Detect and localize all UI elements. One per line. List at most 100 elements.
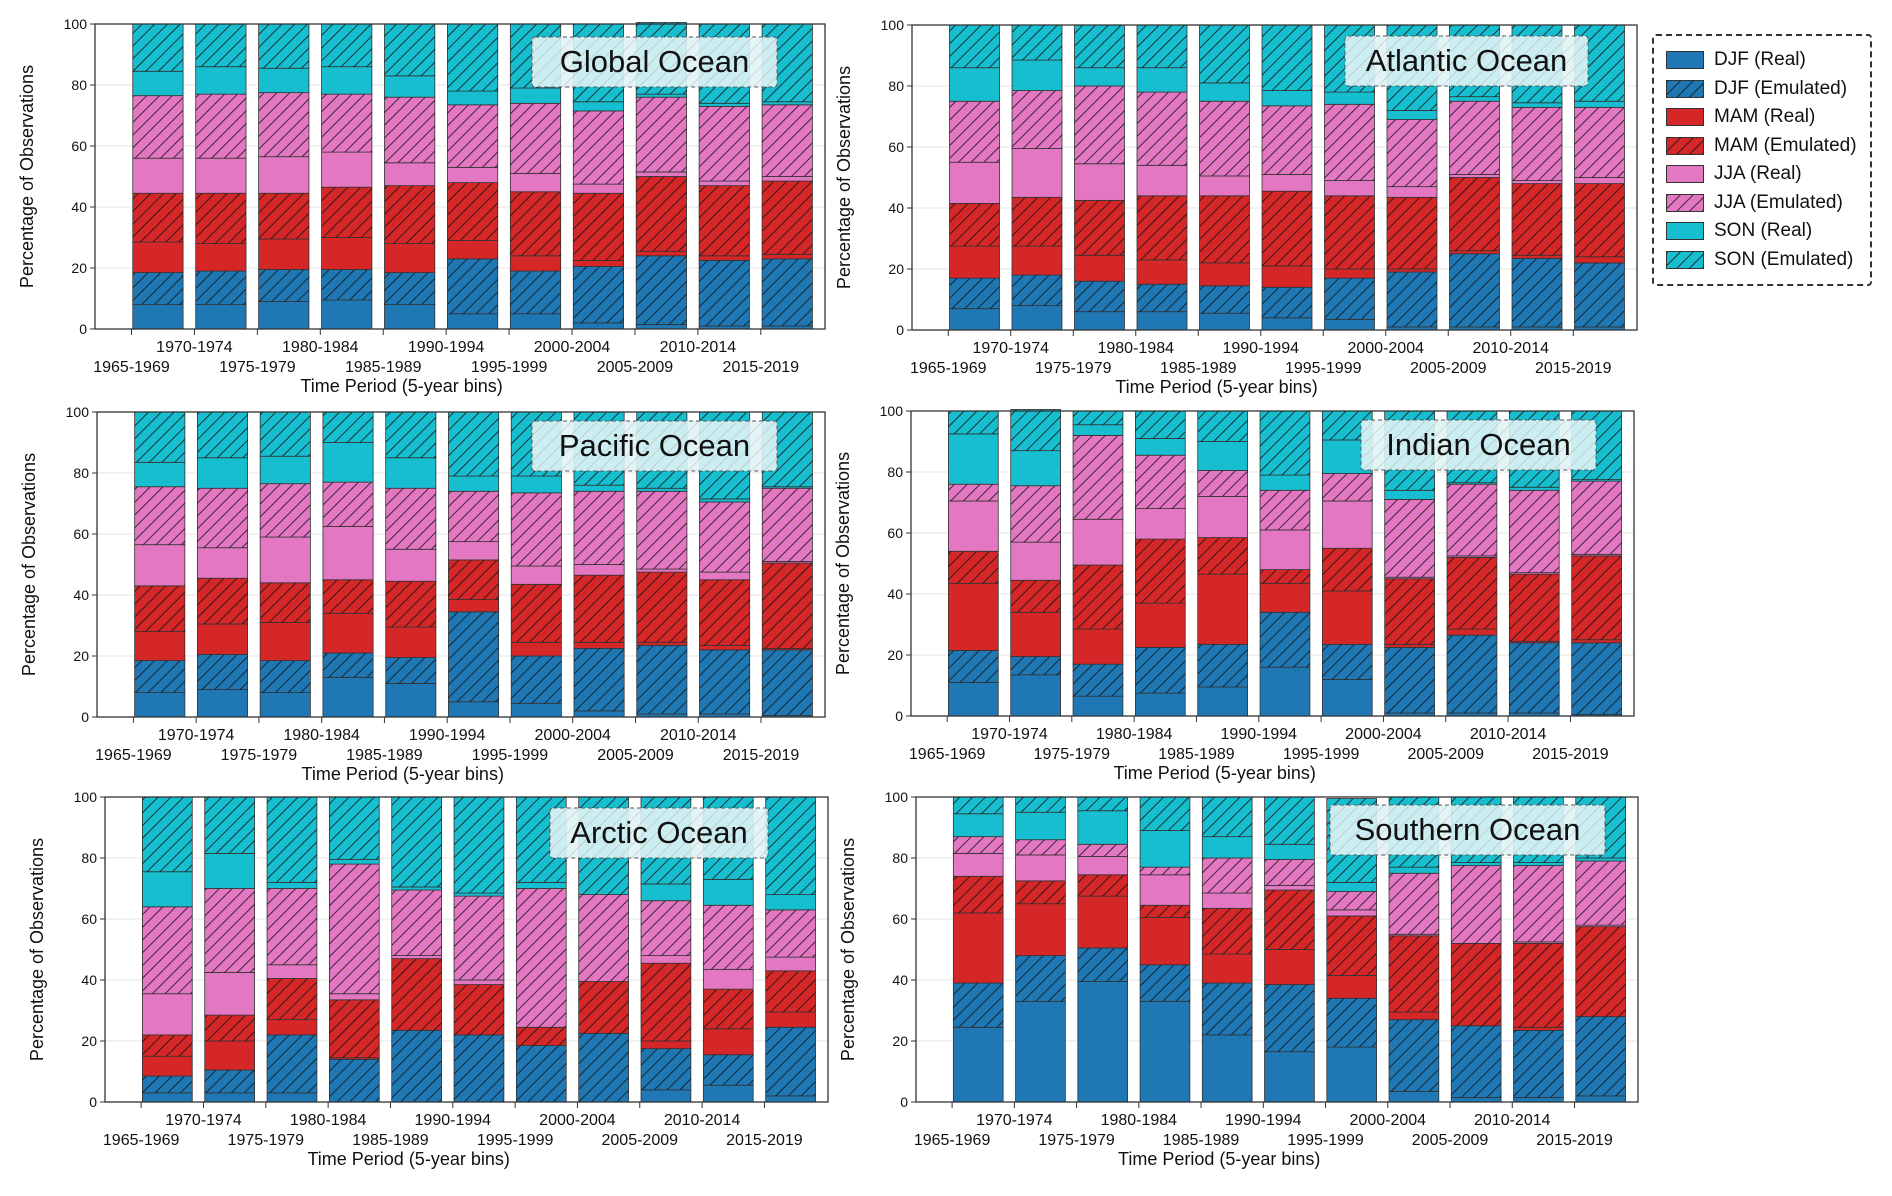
bar-hatch [258,24,309,69]
x-tick-label: 2005-2009 [602,1132,679,1149]
x-tick-label: 1965-1969 [93,359,170,376]
bar-hatch [1322,644,1373,680]
bar-hatch [329,797,380,860]
bar-hatch [321,94,372,153]
x-tick-label: 1990-1994 [415,1112,492,1129]
x-tick-label: 1975-1979 [1038,1132,1115,1149]
bar-hatch [1199,285,1250,314]
bar-hatch [391,890,442,956]
y-tick-label: 60 [81,911,97,927]
bar-segment-son-real [573,484,625,492]
bar-hatch [1077,797,1128,811]
bar-hatch [1199,25,1250,83]
bar-hatch [1574,183,1625,257]
bar-segment-djf-real [195,304,247,330]
bar-segment-jja-real [509,173,562,193]
bar-segment-mam-real [1321,590,1373,645]
bar-segment-son-real [515,882,567,889]
bar-segment-mam-real [947,582,999,651]
axes-frame [104,796,829,1103]
bar-segment-son-real [1575,857,1626,862]
bar-segment-son-real [1197,441,1248,471]
bar-hatch [1262,287,1312,318]
bar-segment-mam-real [1574,256,1625,264]
bar-hatch [762,181,813,255]
legend: DJF (Real) DJF (Emulated) MAM (Real) MAM… [1652,34,1872,286]
bar-segment-djf-real [949,308,1000,331]
x-tick-label: 2005-2009 [597,359,674,376]
x-tick-label: 2010-2014 [660,727,737,744]
bar-hatch [699,579,750,646]
bar-segment-mam-real [1386,268,1438,273]
bar-segment-djf-real [1072,695,1124,717]
subplot-title-box-hatch [532,421,777,471]
bar-hatch [762,562,813,649]
bar-segment-son-real [761,101,813,106]
bar-hatch [448,611,499,702]
bar-segment-son-real [266,882,318,889]
x-tick-label: 1975-1979 [1034,746,1111,763]
bar-hatch [1015,797,1066,813]
bar-hatch [142,1076,193,1093]
y-tick-label: 80 [887,464,903,480]
bar-segment-djf-real [1513,1097,1564,1103]
bar-hatch [1010,656,1061,675]
bar-segment-djf-real [258,301,310,330]
subplot-global-ocean: 0 20 40 60 80 100 1965-1969 1970-1974 1975-1979 1… [17,16,826,396]
bar-hatch [197,412,248,458]
bar-segment-son-real [698,102,750,107]
bar-hatch [703,989,754,1029]
bar-segment-jja-real [134,544,186,587]
bar-segment-mam-real [949,245,1000,279]
bar-segment-jja-real [1072,518,1124,566]
bar-hatch [195,94,247,159]
bar-hatch [1509,490,1560,573]
bar-hatch [1264,797,1315,845]
bar-hatch [1010,580,1061,613]
bar-segment-mam-real [635,250,687,257]
bar-segment-jja-real [1449,174,1500,178]
bar-segment-son-real [447,90,499,106]
bar-hatch [385,581,436,628]
bar-hatch [391,958,442,1031]
bar-hatch [641,963,691,1041]
x-tick-label: 2000-2004 [534,727,611,744]
bar-segment-mam-real [1449,250,1500,255]
bar-segment-son-real [197,457,249,489]
bar-hatch [267,797,317,883]
bar-hatch [132,24,184,72]
bar-hatch [1012,275,1062,306]
bar-hatch [1262,25,1312,91]
x-tick-label: 2000-2004 [1345,726,1422,743]
bar-hatch [699,501,750,573]
x-tick-label: 1985-1989 [345,359,422,376]
x-tick-label: 1985-1989 [346,747,423,764]
y-tick-label: 100 [64,16,88,32]
bar-hatch [948,551,999,584]
bar-segment-mam-real [448,599,500,613]
x-tick-label: 2000-2004 [1347,340,1424,357]
x-tick-label: 1965-1969 [909,746,986,763]
y-tick-label: 60 [73,526,89,542]
bar-segment-jja-real [1015,854,1066,882]
bar-hatch [1571,555,1622,640]
bar-segment-son-real [949,67,1000,102]
bar-hatch [1512,183,1562,256]
bar-hatch [258,193,309,240]
bar-segment-mam-real [640,1040,692,1050]
bar-hatch [1384,647,1435,713]
y-tick-label: 40 [888,200,904,216]
x-tick-label: 2010-2014 [1474,1112,1551,1129]
legend-swatch-mam-emulated [1666,136,1704,155]
bar-hatch [1073,411,1123,425]
bar-segment-jja-real [1136,164,1188,197]
bar-segment-son-real [1508,486,1560,491]
bar-segment-jja-real [947,500,999,552]
bar-hatch [1015,955,1066,1002]
x-tick-label: 1990-1994 [1221,726,1298,743]
bar-segment-jja-real [1511,180,1563,185]
bar-hatch [699,185,750,256]
bar-hatch [132,272,184,305]
bar-hatch [260,412,311,457]
